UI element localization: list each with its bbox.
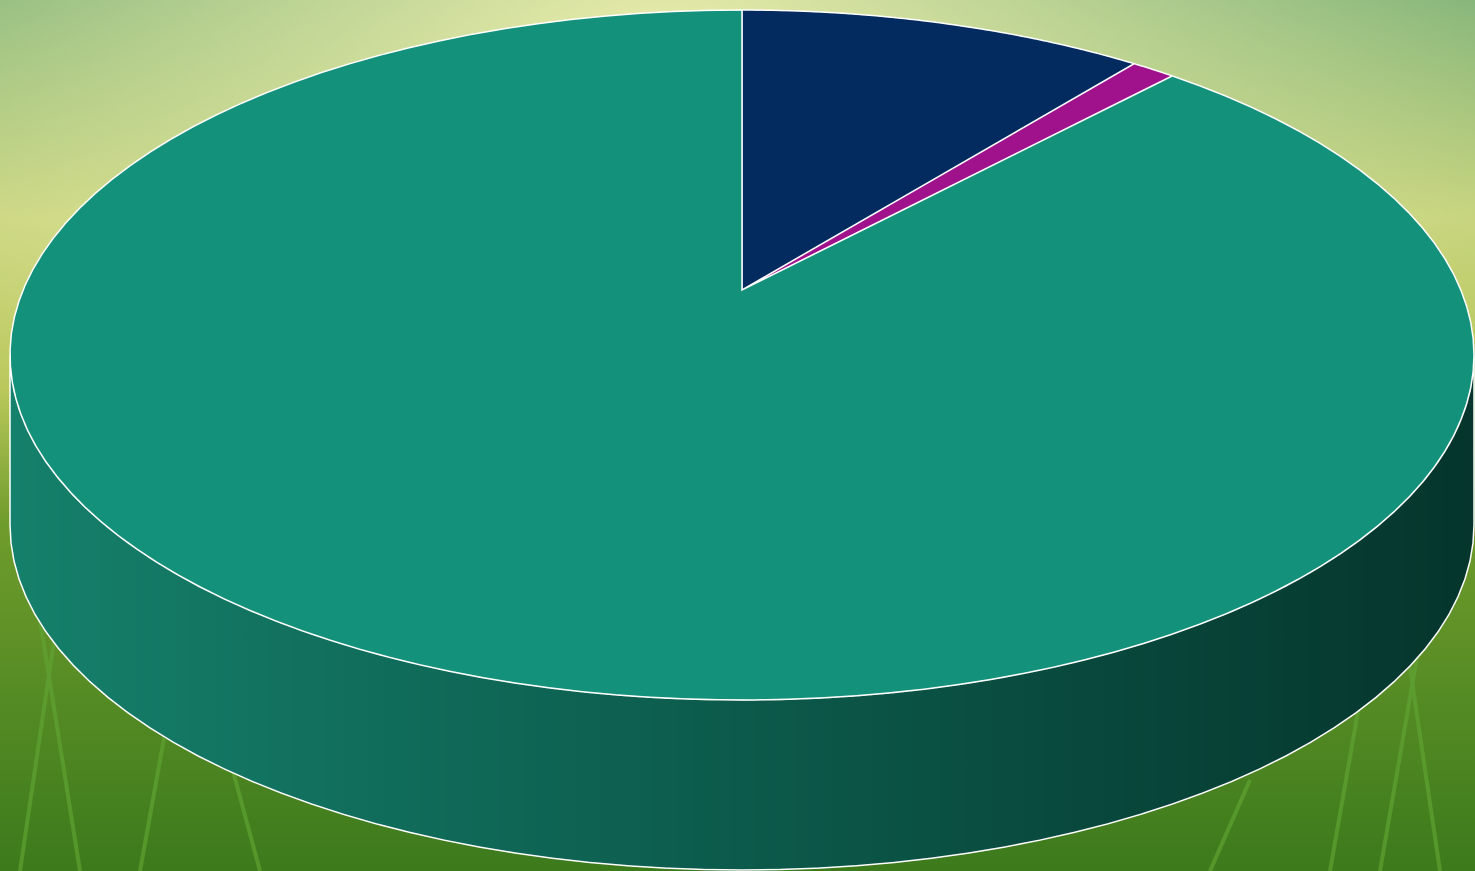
grass — [18, 599, 1442, 871]
pie — [9, 9, 1475, 871]
pie-slice — [741, 9, 1137, 292]
pie-slice — [9, 9, 1475, 701]
pie-slice — [741, 62, 1175, 291]
